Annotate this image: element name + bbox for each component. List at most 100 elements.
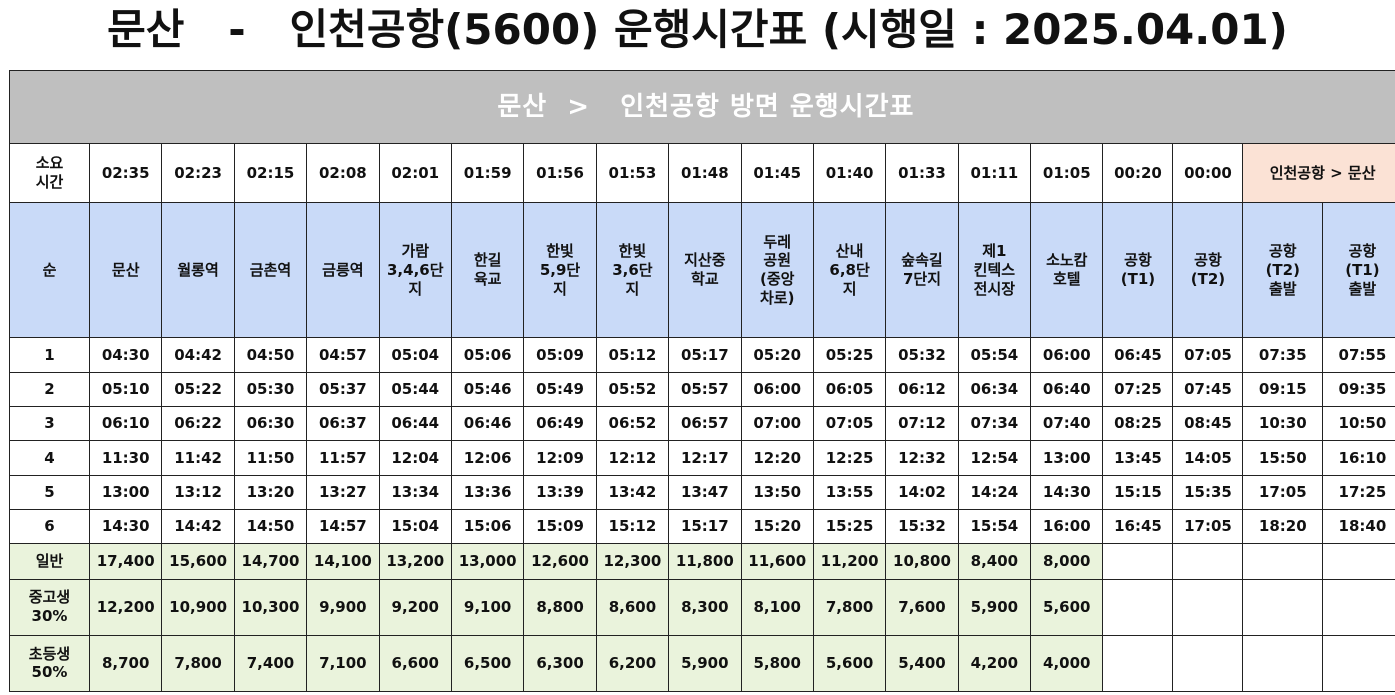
- empty-cell: [1172, 578, 1244, 636]
- stop-name-line: (T2): [1265, 260, 1300, 279]
- fare-cell: 10,800: [885, 543, 959, 580]
- time-cell: 14:30: [88, 508, 163, 545]
- fare-label-line: 초등생: [28, 644, 71, 663]
- time-cell: 04:42: [161, 337, 235, 373]
- time-cell: 06:52: [595, 405, 670, 442]
- time-cell: 06:10: [88, 405, 163, 442]
- time-cell: 08:45: [1172, 405, 1244, 442]
- time-cell: 15:15: [1102, 474, 1174, 510]
- fare-cell: 11,200: [812, 543, 887, 580]
- order-label: 순: [9, 202, 90, 339]
- time-cell: 15:32: [885, 508, 959, 545]
- duration-row: 소요 시간 02:35 02:23 02:15 02:08 02:01 01:59 01:56 0…: [9, 142, 1395, 204]
- row-number: 5: [9, 474, 90, 510]
- time-cell: 06:40: [1030, 371, 1104, 407]
- timetable-row: 6 14:30 14:42 14:50 14:57 15:04 15:06 15:09 15:1…: [9, 508, 1395, 545]
- duration-cell: 01:45: [740, 142, 814, 204]
- time-cell: 13:36: [450, 474, 525, 510]
- time-cell: 18:20: [1242, 508, 1324, 545]
- stop-name-line: 공항: [1348, 242, 1377, 261]
- time-cell: 14:24: [957, 474, 1032, 510]
- fare-cell: 8,000: [1030, 543, 1104, 580]
- fare-cell: 13,200: [378, 543, 452, 580]
- fare-cell: 13,000: [450, 543, 525, 580]
- duration-cell: 01:56: [523, 142, 597, 204]
- duration-cell: 01:40: [812, 142, 887, 204]
- stop-name-line: 지: [625, 279, 640, 298]
- duration-cell: 01:33: [885, 142, 959, 204]
- time-cell: 06:45: [1102, 337, 1174, 373]
- fare-cell: 9,900: [306, 578, 380, 636]
- fare-cell: 12,300: [595, 543, 670, 580]
- stop-name-line: 산내: [835, 242, 864, 261]
- stop-name: 한길 육교: [450, 202, 525, 339]
- fare-cell: 14,700: [233, 543, 308, 580]
- time-cell: 05:10: [88, 371, 163, 407]
- fare-cell: 7,400: [233, 634, 308, 693]
- time-cell: 14:30: [1030, 474, 1104, 510]
- time-cell: 12:04: [378, 440, 452, 476]
- time-cell: 05:09: [523, 337, 597, 373]
- time-cell: 17:05: [1242, 474, 1324, 510]
- time-cell: 13:39: [523, 474, 597, 510]
- time-cell: 04:57: [306, 337, 380, 373]
- stop-name-line: 6,8단: [829, 260, 870, 279]
- fare-cell: 9,100: [450, 578, 525, 636]
- time-cell: 15:12: [595, 508, 670, 545]
- time-cell: 07:34: [957, 405, 1032, 442]
- stop-name-line: 문산: [111, 260, 140, 279]
- stop-name-line: 한길: [473, 251, 502, 270]
- fare-cell: 8,400: [957, 543, 1032, 580]
- time-cell: 12:32: [885, 440, 959, 476]
- fare-label-line: 50%: [31, 663, 68, 682]
- fare-cell: 4,200: [957, 634, 1032, 693]
- empty-cell: [1322, 634, 1395, 693]
- fare-cell: 11,600: [740, 543, 814, 580]
- duration-cell: 01:48: [668, 142, 742, 204]
- stop-name: 두레 공원 (중앙 차로): [740, 202, 814, 339]
- stop-name-line: 두레: [763, 232, 792, 251]
- stop-name-line: 차로): [759, 288, 795, 307]
- time-cell: 06:34: [957, 371, 1032, 407]
- empty-cell: [1172, 634, 1244, 693]
- time-cell: 13:34: [378, 474, 452, 510]
- empty-cell: [1322, 578, 1395, 636]
- time-cell: 05:30: [233, 371, 308, 407]
- time-cell: 15:06: [450, 508, 525, 545]
- empty-cell: [1102, 634, 1174, 693]
- time-cell: 07:05: [812, 405, 887, 442]
- time-cell: 10:30: [1242, 405, 1324, 442]
- time-cell: 12:12: [595, 440, 670, 476]
- fare-cell: 17,400: [88, 543, 163, 580]
- time-cell: 04:30: [88, 337, 163, 373]
- time-cell: 12:54: [957, 440, 1032, 476]
- stop-name: 공항 (T1) 출발: [1322, 202, 1395, 339]
- fare-cell: 10,300: [233, 578, 308, 636]
- stop-name: 공항 (T2) 출발: [1242, 202, 1324, 339]
- fare-cell: 5,600: [812, 634, 887, 693]
- fare-cell: 8,300: [668, 578, 742, 636]
- fare-cell: 5,600: [1030, 578, 1104, 636]
- time-cell: 05:22: [161, 371, 235, 407]
- fare-label: 일반: [9, 543, 90, 580]
- time-cell: 05:54: [957, 337, 1032, 373]
- stop-name-line: 한빛: [546, 242, 574, 261]
- stop-name-line: 소노캄: [1046, 251, 1088, 270]
- time-cell: 07:05: [1172, 337, 1244, 373]
- stop-name: 제1 킨텍스 전시장: [957, 202, 1032, 339]
- fare-row: 중고생 30% 12,200 10,900 10,300 9,900 9,200 9,100 8…: [9, 578, 1395, 636]
- time-cell: 05:49: [523, 371, 597, 407]
- timetable-row: 3 06:10 06:22 06:30 06:37 06:44 06:46 06:49 06:5…: [9, 405, 1395, 442]
- time-cell: 13:20: [233, 474, 308, 510]
- row-number: 6: [9, 508, 90, 545]
- direction-banner: 문산 > 인천공항 방면 운행시간표: [9, 70, 1395, 144]
- stop-name-line: 출발: [1348, 279, 1377, 298]
- time-cell: 12:25: [812, 440, 887, 476]
- stop-name-line: 5,9단: [539, 260, 581, 279]
- stop-name-line: 월롱역: [177, 260, 219, 279]
- fare-label-line: 30%: [31, 607, 68, 626]
- stop-name-line: 학교: [691, 270, 719, 289]
- timetable-row: 5 13:00 13:12 13:20 13:27 13:34 13:36 13:39 13:4…: [9, 474, 1395, 510]
- time-cell: 07:25: [1102, 371, 1174, 407]
- duration-cell: 02:08: [306, 142, 380, 204]
